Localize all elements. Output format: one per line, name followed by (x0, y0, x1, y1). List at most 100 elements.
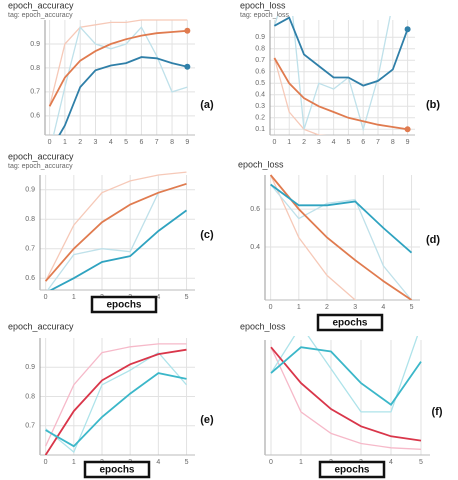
data-line (45, 372, 187, 448)
x-tick-label: 5 (185, 294, 189, 301)
series-group (48, 19, 188, 135)
x-tick-label: 0 (44, 294, 48, 301)
panel-label: (f) (432, 406, 443, 418)
y-tick-label: 0.6 (25, 275, 35, 282)
series-group (44, 343, 187, 455)
data-line (48, 19, 188, 107)
panel-label: (d) (426, 234, 440, 246)
x-tick-label: 8 (391, 139, 395, 146)
x-tick-label: 2 (78, 139, 82, 146)
data-line (58, 56, 188, 135)
panel-label: (a) (200, 99, 214, 111)
x-tick-label: 2 (302, 139, 306, 146)
data-line (45, 171, 187, 282)
end-marker (184, 63, 191, 70)
series-group (269, 174, 413, 300)
x-tick-label: 6 (139, 139, 143, 146)
x-tick-label: 3 (353, 304, 357, 311)
data-line (48, 29, 188, 107)
x-tick-label: 6 (361, 139, 365, 146)
x-tick-label: 3 (94, 139, 98, 146)
x-tick-label: 9 (185, 139, 189, 146)
data-line (273, 57, 408, 131)
y-tick-label: 0.8 (30, 65, 40, 72)
x-tick-label: 3 (317, 139, 321, 146)
x-label-box (90, 295, 158, 314)
series-group (270, 336, 422, 450)
y-tick-label: 0.5 (255, 80, 265, 87)
chart-title: epoch_accuracy (8, 321, 74, 331)
y-tick-label: 0.9 (25, 187, 35, 194)
x-tick-label: 9 (406, 139, 410, 146)
x-tick-label: 4 (389, 459, 393, 466)
data-line (273, 57, 327, 135)
data-line (270, 346, 422, 442)
x-tick-label: 4 (156, 459, 160, 466)
chart-subtitle: tag: epoch_loss (240, 12, 290, 19)
y-tick-label: 0.9 (25, 364, 35, 371)
x-tick-label: 4 (332, 139, 336, 146)
y-tick-label: 0.4 (255, 92, 265, 99)
y-tick-label: 0.7 (30, 89, 40, 96)
y-tick-label: 0.1 (255, 126, 265, 133)
y-tick-label: 0.9 (30, 41, 40, 48)
y-tick-label: 0.8 (255, 46, 265, 53)
x-axis-label: epochs (332, 318, 367, 329)
data-line (273, 16, 409, 87)
panel-label: (e) (200, 414, 214, 426)
y-tick-label: 0.8 (25, 216, 35, 223)
x-tick-label: 7 (155, 139, 159, 146)
y-tick-label: 0.6 (30, 113, 40, 120)
chart-subtitle: tag: epoch_accuracy (8, 12, 73, 19)
x-tick-label: 4 (156, 294, 160, 301)
x-tick-label: 4 (109, 139, 113, 146)
x-tick-label: 1 (72, 294, 76, 301)
chart-panel: epoch_accuracy tag: epoch_accuracy 0.6 0.7 0… (8, 0, 214, 146)
x-tick-label: 1 (297, 304, 301, 311)
x-tick-label: 5 (410, 304, 414, 311)
data-line (273, 16, 391, 132)
panel-label: (c) (200, 229, 214, 241)
chart-panel: epoch_loss tag: epoch_loss 0.1 0.2 0.3 0.4 0.5… (240, 0, 440, 146)
x-axis-label: epochs (334, 465, 369, 476)
data-line (52, 25, 188, 135)
x-tick-label: 5 (185, 459, 189, 466)
end-marker (404, 126, 411, 133)
x-label-box (318, 460, 386, 479)
data-line (269, 174, 413, 300)
x-tick-label: 1 (72, 459, 76, 466)
x-axis-label: epochs (99, 465, 134, 476)
data-line (270, 184, 413, 300)
x-tick-label: 1 (63, 139, 67, 146)
y-tick-label: 0.6 (250, 206, 260, 213)
x-tick-label: 5 (346, 139, 350, 146)
x-tick-label: 0 (269, 304, 273, 311)
x-tick-label: 1 (287, 139, 291, 146)
series-group (44, 171, 188, 290)
data-line (49, 209, 188, 290)
x-tick-label: 8 (170, 139, 174, 146)
y-tick-label: 0.4 (250, 244, 260, 251)
data-line (44, 182, 187, 282)
chart-panel: epoch_loss012345(f)epochs (240, 321, 443, 479)
y-tick-label: 0.9 (255, 34, 265, 41)
x-tick-label: 1 (299, 459, 303, 466)
x-tick-label: 7 (376, 139, 380, 146)
end-marker (404, 26, 411, 33)
x-tick-label: 4 (381, 304, 385, 311)
chart-title: epoch_loss (240, 321, 286, 331)
y-tick-label: 0.2 (255, 115, 265, 122)
y-tick-label: 0.6 (255, 69, 265, 76)
data-line (270, 174, 357, 300)
data-line (270, 346, 422, 406)
x-tick-label: 0 (44, 459, 48, 466)
data-line (45, 351, 187, 454)
chart-panel: epoch_accuracy tag: epoch_accuracy 0.6 0.7 0… (8, 151, 214, 314)
x-axis-label: epochs (106, 300, 141, 311)
data-line (45, 343, 187, 447)
data-line (270, 183, 413, 254)
y-tick-label: 0.7 (255, 57, 265, 64)
chart-title: epoch_loss (240, 0, 286, 10)
